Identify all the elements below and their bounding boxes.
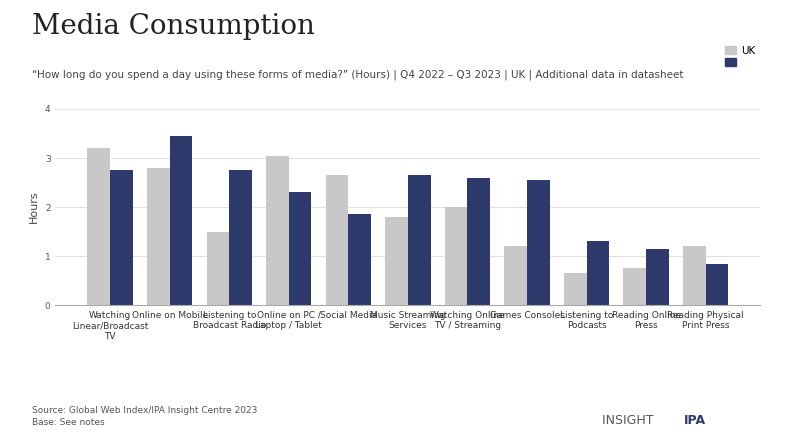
Bar xyxy=(505,246,527,305)
Bar xyxy=(587,242,609,305)
Bar xyxy=(229,170,252,305)
Bar xyxy=(326,175,348,305)
Bar xyxy=(683,246,706,305)
Bar xyxy=(646,249,668,305)
Bar xyxy=(706,263,729,305)
Legend: UK, : UK, xyxy=(725,45,755,68)
Text: Source: Global Web Index/IPA Insight Centre 2023
Base: See notes: Source: Global Web Index/IPA Insight Cen… xyxy=(32,406,257,427)
Bar xyxy=(564,273,587,305)
Bar xyxy=(87,148,110,305)
Bar xyxy=(266,156,289,305)
Bar xyxy=(445,207,467,305)
Bar xyxy=(623,269,646,305)
Text: Media Consumption: Media Consumption xyxy=(32,13,314,40)
Bar xyxy=(110,170,133,305)
Bar xyxy=(169,136,192,305)
Y-axis label: Hours: Hours xyxy=(29,191,40,223)
Bar xyxy=(527,180,550,305)
Bar xyxy=(207,232,229,305)
Bar xyxy=(289,192,311,305)
Text: “How long do you spend a day using these forms of media?” (Hours) | Q4 2022 – Q3: “How long do you spend a day using these… xyxy=(32,70,683,80)
Bar xyxy=(408,175,431,305)
Bar xyxy=(467,178,490,305)
Text: IPA: IPA xyxy=(683,414,706,427)
Bar xyxy=(348,215,371,305)
Bar xyxy=(147,168,169,305)
Bar xyxy=(385,217,408,305)
Text: INSIGHT: INSIGHT xyxy=(602,414,657,427)
